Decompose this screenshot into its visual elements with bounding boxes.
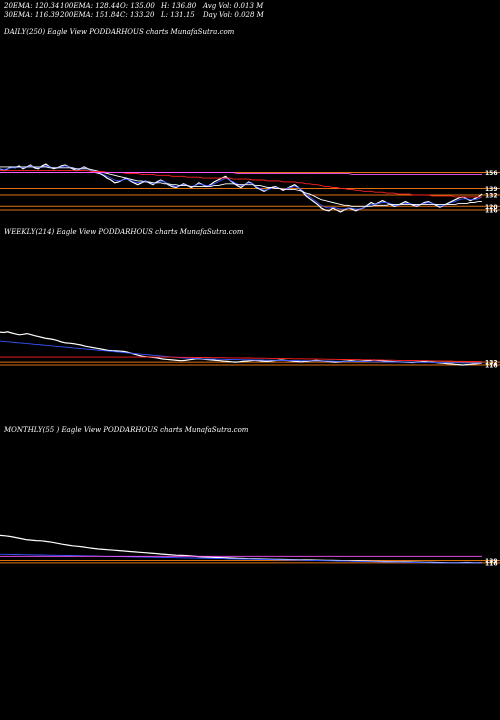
- price-label-4: 116: [485, 208, 498, 215]
- price-label-1: 139: [485, 186, 498, 193]
- series-line-4: [0, 172, 482, 175]
- open-value: O: 135.00: [120, 2, 155, 10]
- daily-panel-title: DAILY(250) Eagle View PODDARHOUS charts …: [4, 28, 235, 36]
- high-value: H: 136.80: [161, 2, 197, 10]
- series-line-1: [0, 340, 482, 364]
- price-label-2: 132: [485, 193, 498, 200]
- price-label-1: 116: [485, 560, 498, 567]
- price-label-0: 156: [485, 170, 498, 177]
- stats-row-1: 20EMA: 120.34 100EMA: 128.44 O: 135.00 H…: [4, 2, 264, 11]
- avg-vol-value: Avg Vol: 0.013 M: [203, 2, 264, 10]
- indicator-stats: 20EMA: 120.34 100EMA: 128.44 O: 135.00 H…: [4, 2, 264, 20]
- low-value: L: 131.15: [161, 11, 195, 19]
- series-line-3: [0, 170, 482, 198]
- series-line-2: [0, 356, 482, 363]
- series-line-2: [0, 166, 482, 207]
- monthly-panel-title: MONTHLY(55 ) Eagle View PODDARHOUS chart…: [4, 426, 249, 434]
- weekly-panel-title: WEEKLY(214) Eagle View PODDARHOUS charts…: [4, 228, 244, 236]
- ema20-value: 20EMA: 120.34: [4, 2, 60, 10]
- price-label-0: 132: [485, 360, 498, 367]
- price-label-3: 120: [485, 204, 498, 211]
- price-label-1: 116: [485, 363, 498, 370]
- stats-row-2: 30EMA: 116.39 200EMA: 151.84 C: 133.20 L…: [4, 11, 264, 20]
- series-line-1: [0, 553, 482, 564]
- price-label-0: 139: [485, 558, 498, 565]
- ema200-value: 200EMA: 151.84: [60, 11, 120, 19]
- ema30-value: 30EMA: 116.39: [4, 11, 60, 19]
- ema100-value: 100EMA: 128.44: [60, 2, 120, 10]
- day-vol-value: Day Vol: 0.028 M: [203, 11, 264, 19]
- close-value: C: 133.20: [120, 11, 155, 19]
